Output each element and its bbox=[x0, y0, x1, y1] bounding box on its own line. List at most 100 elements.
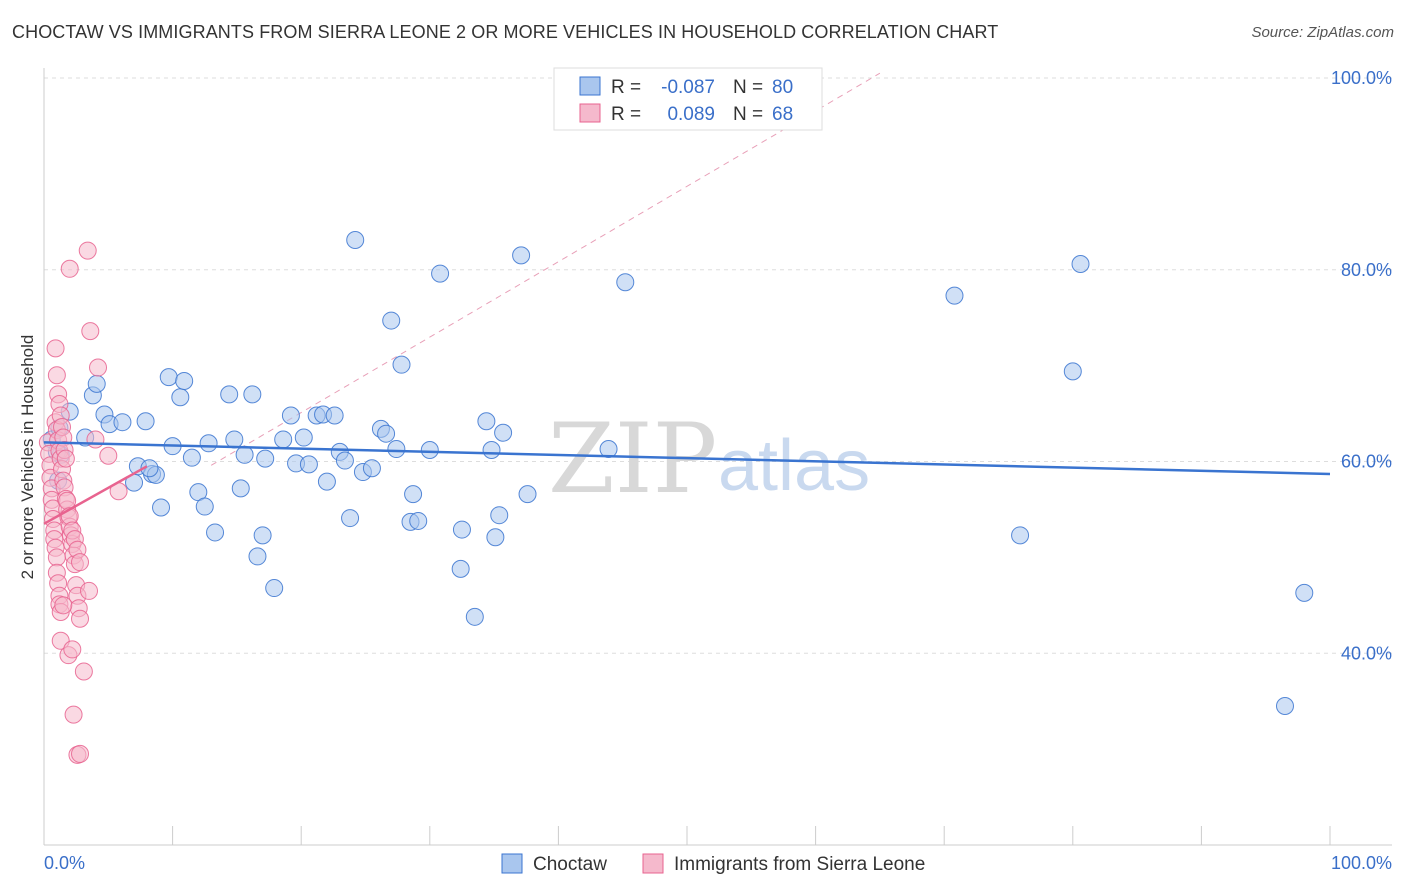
choctaw-point bbox=[616, 273, 635, 292]
legend-n-value: 80 bbox=[772, 77, 793, 98]
choctaw-point bbox=[281, 406, 300, 425]
choctaw-point bbox=[404, 485, 423, 504]
choctaw-point bbox=[136, 412, 155, 431]
series-legend-label-choctaw: Choctaw bbox=[533, 854, 607, 875]
choctaw-point bbox=[231, 479, 250, 498]
choctaw-point bbox=[362, 459, 381, 478]
choctaw-point bbox=[477, 412, 496, 431]
choctaw-point bbox=[206, 523, 225, 542]
choctaw-point bbox=[431, 264, 450, 283]
grid-lines bbox=[44, 77, 1392, 654]
sierra-leone-point bbox=[47, 366, 66, 385]
series-legend-swatch-choctaw bbox=[501, 853, 523, 874]
y-tick-label: 80.0% bbox=[1341, 260, 1392, 280]
y-tick-labels: 40.0% 60.0% 80.0% 100.0% bbox=[1331, 68, 1392, 663]
legend-r-label: R = bbox=[611, 104, 641, 125]
choctaw-point bbox=[1295, 583, 1314, 602]
sierra-leone-point bbox=[71, 553, 90, 572]
x-tick-label-min: 0.0% bbox=[44, 853, 85, 873]
choctaw-point bbox=[465, 607, 484, 626]
series-legend-swatch-sierra-leone bbox=[642, 853, 664, 874]
choctaw-point bbox=[392, 355, 411, 374]
choctaw-point bbox=[159, 368, 178, 387]
sierra-leone-point bbox=[78, 241, 97, 260]
y-axis-label: 2 or more Vehicles in Household bbox=[18, 335, 37, 580]
legend-n-label: N = bbox=[733, 77, 763, 98]
sierra-leone-point bbox=[71, 609, 90, 628]
choctaw-point bbox=[253, 526, 272, 545]
sierra-leone-point bbox=[56, 449, 75, 468]
choctaw-point bbox=[1275, 696, 1294, 715]
choctaw-point bbox=[599, 440, 618, 459]
choctaw-point bbox=[1063, 362, 1082, 381]
choctaw-point bbox=[335, 451, 354, 470]
sierra-leone-points bbox=[38, 241, 128, 764]
sierra-leone-point bbox=[64, 705, 83, 724]
choctaw-point bbox=[152, 498, 171, 517]
stats-legend: R = -0.087 N = 80 R = 0.089 N = 68 bbox=[553, 67, 823, 131]
choctaw-point bbox=[182, 448, 201, 467]
sierra-leone-point bbox=[63, 640, 82, 659]
sierra-leone-point bbox=[80, 581, 99, 600]
sierra-leone-point bbox=[89, 358, 108, 377]
choctaw-point bbox=[299, 455, 318, 474]
watermark-atlas: atlas bbox=[718, 426, 870, 506]
choctaw-point bbox=[220, 385, 239, 404]
choctaw-point bbox=[494, 423, 513, 442]
sierra-leone-point bbox=[60, 259, 79, 278]
series-legend-label-sierra-leone: Immigrants from Sierra Leone bbox=[674, 854, 925, 875]
choctaw-point bbox=[377, 424, 396, 443]
choctaw-point bbox=[387, 440, 406, 459]
choctaw-point bbox=[325, 406, 344, 425]
choctaw-point bbox=[945, 286, 964, 305]
legend-swatch-sierra-leone bbox=[579, 103, 601, 123]
choctaw-point bbox=[486, 528, 505, 547]
x-tick-marks bbox=[172, 826, 1331, 845]
choctaw-point bbox=[274, 430, 293, 449]
choctaw-point bbox=[512, 246, 531, 265]
choctaw-point bbox=[341, 509, 360, 528]
choctaw-point bbox=[175, 371, 194, 390]
legend-r-label: R = bbox=[611, 77, 641, 98]
legend-swatch-choctaw bbox=[579, 76, 601, 96]
y-tick-label: 60.0% bbox=[1341, 452, 1392, 472]
legend-r-value: -0.087 bbox=[661, 77, 715, 98]
x-tick-label-max: 100.0% bbox=[1331, 853, 1392, 873]
legend-n-value: 68 bbox=[772, 104, 793, 125]
choctaw-point bbox=[294, 428, 313, 447]
choctaw-point bbox=[1011, 526, 1030, 545]
y-tick-label: 40.0% bbox=[1341, 643, 1392, 663]
sierra-leone-point bbox=[81, 322, 100, 341]
choctaw-point bbox=[87, 374, 106, 393]
choctaw-point bbox=[518, 485, 537, 504]
y-tick-label: 100.0% bbox=[1331, 68, 1392, 88]
choctaw-point bbox=[113, 413, 132, 432]
choctaw-point bbox=[317, 472, 336, 491]
reference-diagonal-line bbox=[210, 72, 881, 466]
choctaw-point bbox=[265, 579, 284, 598]
source-label: Source: ZipAtlas.com bbox=[1251, 24, 1394, 41]
sierra-leone-point bbox=[74, 662, 93, 681]
choctaw-point bbox=[451, 559, 470, 578]
sierra-leone-point bbox=[46, 339, 65, 358]
choctaw-point bbox=[256, 449, 275, 468]
chart-title: CHOCTAW VS IMMIGRANTS FROM SIERRA LEONE … bbox=[12, 22, 999, 42]
choctaw-point bbox=[409, 511, 428, 530]
sierra-leone-point bbox=[54, 596, 73, 615]
choctaw-point bbox=[225, 430, 244, 449]
choctaw-point bbox=[243, 385, 262, 404]
choctaw-point bbox=[248, 547, 267, 566]
choctaw-point bbox=[195, 497, 214, 516]
sierra-leone-point bbox=[86, 430, 105, 449]
sierra-leone-trend-line bbox=[43, 465, 148, 525]
choctaw-point bbox=[482, 440, 501, 459]
series-legend: Choctaw Immigrants from Sierra Leone bbox=[501, 853, 925, 875]
legend-n-label: N = bbox=[733, 104, 763, 125]
choctaw-point bbox=[346, 231, 365, 250]
sierra-leone-point bbox=[47, 548, 66, 567]
choctaw-point bbox=[199, 434, 218, 453]
sierra-leone-point bbox=[71, 744, 90, 763]
legend-r-value: 0.089 bbox=[667, 104, 715, 125]
choctaw-point bbox=[1071, 254, 1090, 273]
